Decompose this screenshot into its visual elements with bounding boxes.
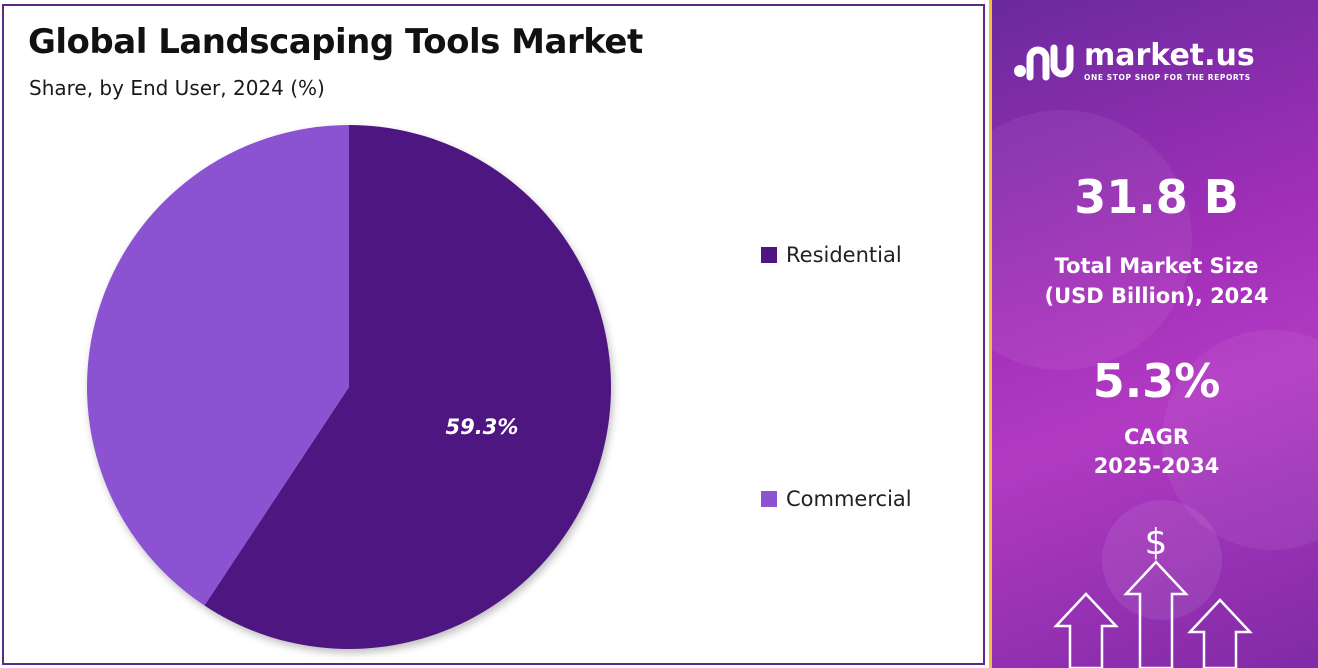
up-arrow-icon (1123, 560, 1189, 668)
summary-side-panel: market.us ONE STOP SHOP FOR THE REPORTS … (989, 0, 1318, 668)
legend-item-commercial: Commercial (761, 487, 912, 511)
cagr-label-line2: 2025-2034 (1093, 454, 1220, 478)
brand-logo: market.us ONE STOP SHOP FOR THE REPORTS (1012, 40, 1255, 82)
chart-title: Global Landscaping Tools Market (28, 22, 643, 62)
pie-slice-commercial (86, 125, 349, 606)
pie-slice-residential (204, 125, 612, 650)
up-arrow-icon (1187, 598, 1253, 668)
legend-label: Residential (786, 243, 902, 267)
market-size-label-line2: (USD Billion), 2024 (1044, 284, 1269, 308)
dollar-icon: $ (1145, 522, 1168, 563)
market-size-label-line1: Total Market Size (1054, 254, 1259, 278)
brand-tagline: ONE STOP SHOP FOR THE REPORTS (1084, 72, 1251, 82)
chart-panel: Global Landscaping Tools Market Share, b… (2, 4, 985, 665)
background-decoration (1102, 500, 1222, 620)
data-label-residential: 59.3% (446, 415, 519, 439)
chart-subtitle: Share, by End User, 2024 (%) (29, 76, 325, 100)
brand-name: market.us (1084, 37, 1255, 73)
cagr-label-line1: CAGR (1123, 425, 1190, 449)
market-us-logo-icon (1014, 44, 1074, 81)
legend-swatch (761, 491, 777, 507)
background-decoration (992, 110, 1192, 370)
legend-label: Commercial (786, 487, 912, 511)
pie-chart: 59.3% (86, 125, 612, 650)
legend-item-residential: Residential (761, 243, 902, 267)
growth-arrows-graphic: $ (1053, 522, 1253, 668)
legend-swatch (761, 247, 777, 263)
market-size-value: 31.8 B (1074, 170, 1239, 224)
up-arrow-icon (1053, 592, 1119, 668)
cagr-value: 5.3% (1092, 354, 1221, 408)
